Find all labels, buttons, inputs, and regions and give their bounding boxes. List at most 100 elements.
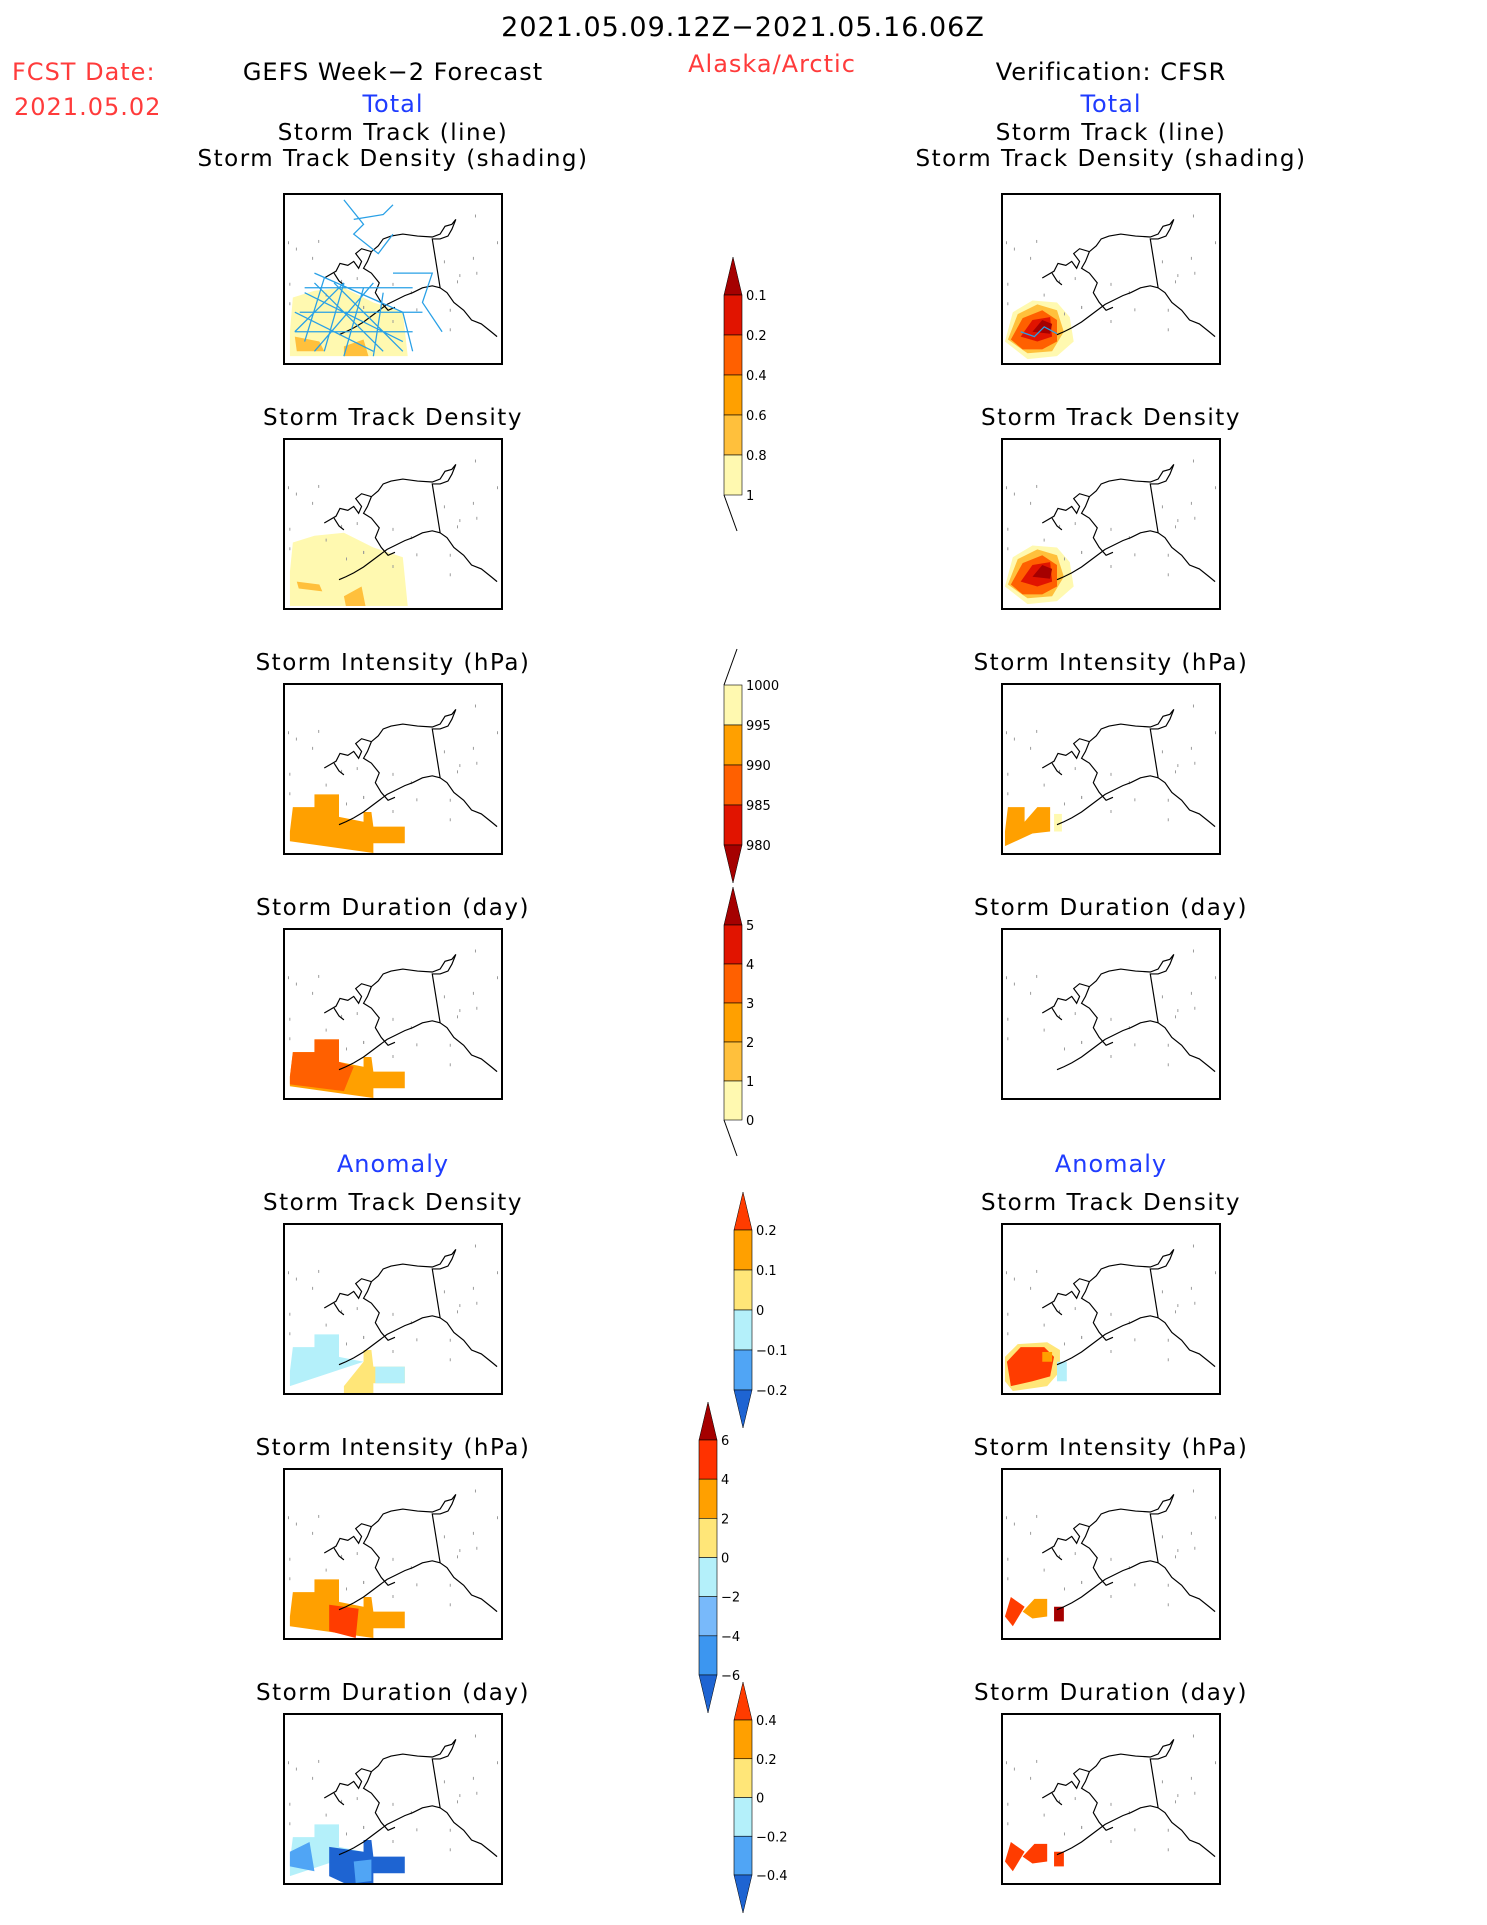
left-panel-1-title: Storm Track (line) Storm Track Density (s… (198, 120, 589, 172)
shaded-region (1004, 1596, 1025, 1627)
left-panel-4-title: Storm Duration (day) (256, 895, 530, 921)
shaded-region (1022, 1843, 1048, 1864)
left-map-panel-5 (283, 1223, 503, 1395)
left-panel-6-title: Storm Intensity (hPa) (256, 1435, 531, 1461)
colorbar-2: 1000 995 990 985 980 (723, 647, 794, 887)
coastline (323, 1739, 498, 1858)
colorbar-segment (733, 1719, 753, 1760)
colorbar-extend-bottom (698, 1674, 718, 1714)
colorbar-tick-label: 0.2 (756, 1224, 777, 1239)
colorbar-tick-label: 1 (746, 489, 754, 504)
colorbar-segment (723, 334, 743, 376)
colorbar-segment (698, 1518, 718, 1558)
shaded-region (289, 1039, 354, 1092)
shaded-region (343, 586, 366, 607)
panel-title-line: Storm Track (line) (995, 120, 1227, 146)
colorbar-segment (733, 1835, 753, 1876)
coastline (323, 1494, 498, 1613)
colorbar-extend-top (723, 256, 743, 296)
colorbar-tick-label: −6 (721, 1669, 740, 1684)
colorbar-segment (698, 1557, 718, 1597)
colorbar-tick-label: 0 (746, 1114, 754, 1129)
colorbar-tick-label: 4 (746, 958, 754, 973)
colorbar-segment (723, 924, 743, 965)
left-map-panel-1 (283, 193, 503, 365)
colorbar-4: 0.2 0.1 0 −0.1 −0.2 (733, 1191, 804, 1432)
shaded-region (329, 1604, 359, 1638)
panel-title-line: Storm Intensity (hPa) (973, 650, 1249, 676)
left-map-panel-2 (283, 438, 503, 610)
coastline (323, 954, 498, 1073)
shaded-region (289, 794, 405, 853)
colorbar-extend-bottom (723, 844, 743, 884)
shaded-region (1054, 1851, 1064, 1867)
panel-title-line: Storm Duration (day) (256, 1680, 530, 1706)
panel-title-line: Storm Duration (day) (974, 1680, 1248, 1706)
colorbar-segment (723, 963, 743, 1004)
colorbar-extend-bottom (733, 1874, 753, 1914)
shaded-region (1054, 1606, 1064, 1622)
panel-title-line: Storm Track Density (263, 405, 523, 431)
colorbar-segment (733, 1797, 753, 1837)
coastline (323, 219, 498, 338)
colorbar-tick-label: 0.2 (756, 1753, 777, 1768)
colorbar-tick-label: 0 (721, 1552, 729, 1567)
colorbar-segment (733, 1349, 753, 1391)
right-total-label: Total (1080, 90, 1142, 118)
storm-track-lines (294, 199, 443, 357)
right-panel-3-title: Storm Intensity (hPa) (974, 650, 1249, 676)
colorbar-tick-label: 0.1 (756, 1264, 777, 1279)
panel-title-line: Storm Track Density (shading) (915, 146, 1307, 172)
shaded-region (1057, 1361, 1067, 1382)
colorbar-segment (733, 1309, 753, 1351)
colorbar-tick-label: −2 (721, 1591, 740, 1606)
left-panel-5-title: Storm Track Density (263, 1190, 523, 1216)
left-panel-3-title: Storm Intensity (hPa) (256, 650, 531, 676)
panel-title-line: Storm Track (line) (277, 120, 509, 146)
colorbar-tick-label: −0.2 (756, 1384, 788, 1399)
shaded-region (353, 1859, 372, 1883)
colorbar-extend-top (698, 1401, 718, 1441)
shaded-region (343, 339, 369, 357)
shaded-region (296, 581, 323, 592)
left-map-panel-4 (283, 928, 503, 1100)
colorbar-segment (723, 764, 743, 806)
colorbar-edge (723, 1119, 738, 1157)
colorbar-tick-label: 0 (756, 1304, 764, 1319)
right-map-panel-3 (1001, 683, 1221, 855)
colorbar-tick-label: 0.2 (746, 329, 767, 344)
coastline (323, 1249, 498, 1368)
right-panel-1-title: Storm Track (line) Storm Track Density (s… (916, 120, 1307, 172)
colorbar-tick-label: 2 (721, 1512, 729, 1527)
colorbar-segment (723, 684, 743, 726)
period-title: 2021.05.09.12Z−2021.05.16.06Z (501, 12, 985, 43)
colorbar-extend-top (733, 1681, 753, 1721)
coastline (1041, 464, 1216, 583)
panel-title-line: Storm Intensity (hPa) (255, 650, 531, 676)
shaded-region (1032, 320, 1053, 334)
right-panel-6-title: Storm Intensity (hPa) (974, 1435, 1249, 1461)
shaded-region (289, 287, 408, 357)
panel-title-line: Storm Track Density (981, 1190, 1241, 1216)
colorbar-tick-label: 3 (746, 997, 754, 1012)
panel-title-line: Storm Intensity (hPa) (255, 1435, 531, 1461)
colorbar-segment (723, 1080, 743, 1121)
colorbar-segment (733, 1758, 753, 1798)
coastline (1041, 1494, 1216, 1613)
shaded-region (1032, 565, 1053, 579)
colorbar-tick-label: 990 (746, 759, 771, 774)
colorbar-extend-top (733, 1191, 753, 1231)
colorbar-segment (698, 1635, 718, 1676)
colorbar-tick-label: 1000 (746, 679, 779, 694)
colorbar-segment (723, 414, 743, 456)
left-anomaly-label: Anomaly (336, 1150, 450, 1178)
shaded-region (289, 1841, 315, 1872)
colorbar-tick-label: 985 (746, 799, 771, 814)
colorbar-segment (723, 804, 743, 846)
coastline (1041, 709, 1216, 828)
colorbar-tick-label: −4 (721, 1630, 740, 1645)
colorbar-segment (723, 1002, 743, 1043)
colorbar-tick-label: 0.4 (746, 369, 767, 384)
colorbar-tick-label: 995 (746, 719, 771, 734)
colorbar-tick-label: 0.8 (746, 449, 767, 464)
